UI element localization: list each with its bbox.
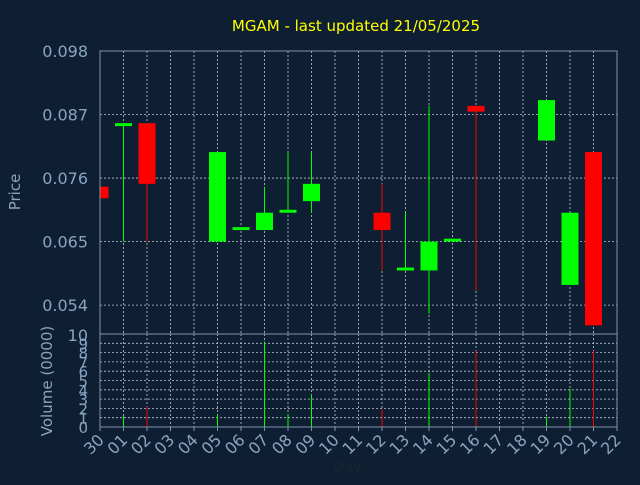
candle-body [256, 212, 273, 231]
price-axis-label: Price [6, 174, 24, 211]
candle-body [100, 186, 109, 199]
candle-body [232, 227, 250, 231]
candle-body [561, 212, 579, 285]
volume-tick-label: 3 [78, 391, 88, 409]
candle-body [373, 212, 391, 231]
volume-tick-label: 7 [78, 354, 88, 372]
volume-tick-label: 9 [78, 335, 88, 353]
candles [99, 100, 602, 326]
volume-tick-label: 8 [78, 345, 88, 363]
candle-body [444, 238, 461, 242]
volume-axis-label: Volume (0000) [38, 326, 56, 436]
candle-body [303, 183, 320, 202]
volume-bars [123, 341, 594, 427]
price-tick-label: 0.065 [42, 233, 88, 252]
price-tick-label: 0.076 [42, 169, 88, 188]
candle-body [585, 152, 602, 326]
candle-body [538, 100, 555, 141]
volume-tick-label: 0 [78, 419, 88, 437]
volume-tick-label: 4 [78, 382, 88, 400]
candle-body [467, 105, 485, 112]
price-tick-label: 0.087 [42, 106, 88, 125]
volume-tick-label: 2 [78, 400, 88, 418]
x-tick-label: 22 [597, 430, 625, 458]
plot-frame [99, 50, 618, 428]
candle-body [138, 123, 156, 184]
candle-body [279, 209, 297, 213]
candle-body [420, 241, 438, 271]
candle-body [209, 152, 226, 242]
volume-tick-label: 10 [68, 326, 88, 345]
x-axis-label: Day [332, 458, 362, 476]
candle-body [115, 123, 132, 127]
price-tick-label: 0.054 [42, 296, 88, 315]
grid [100, 51, 617, 427]
chart-title: MGAM - last updated 21/05/2025 [232, 17, 480, 35]
volume-tick-label: 6 [78, 363, 88, 381]
volume-tick-label: 1 [78, 410, 88, 428]
candle-body [397, 267, 414, 271]
volume-tick-label: 5 [78, 373, 88, 391]
price-tick-label: 0.098 [42, 42, 88, 61]
volume-panel-frame [99, 333, 618, 428]
